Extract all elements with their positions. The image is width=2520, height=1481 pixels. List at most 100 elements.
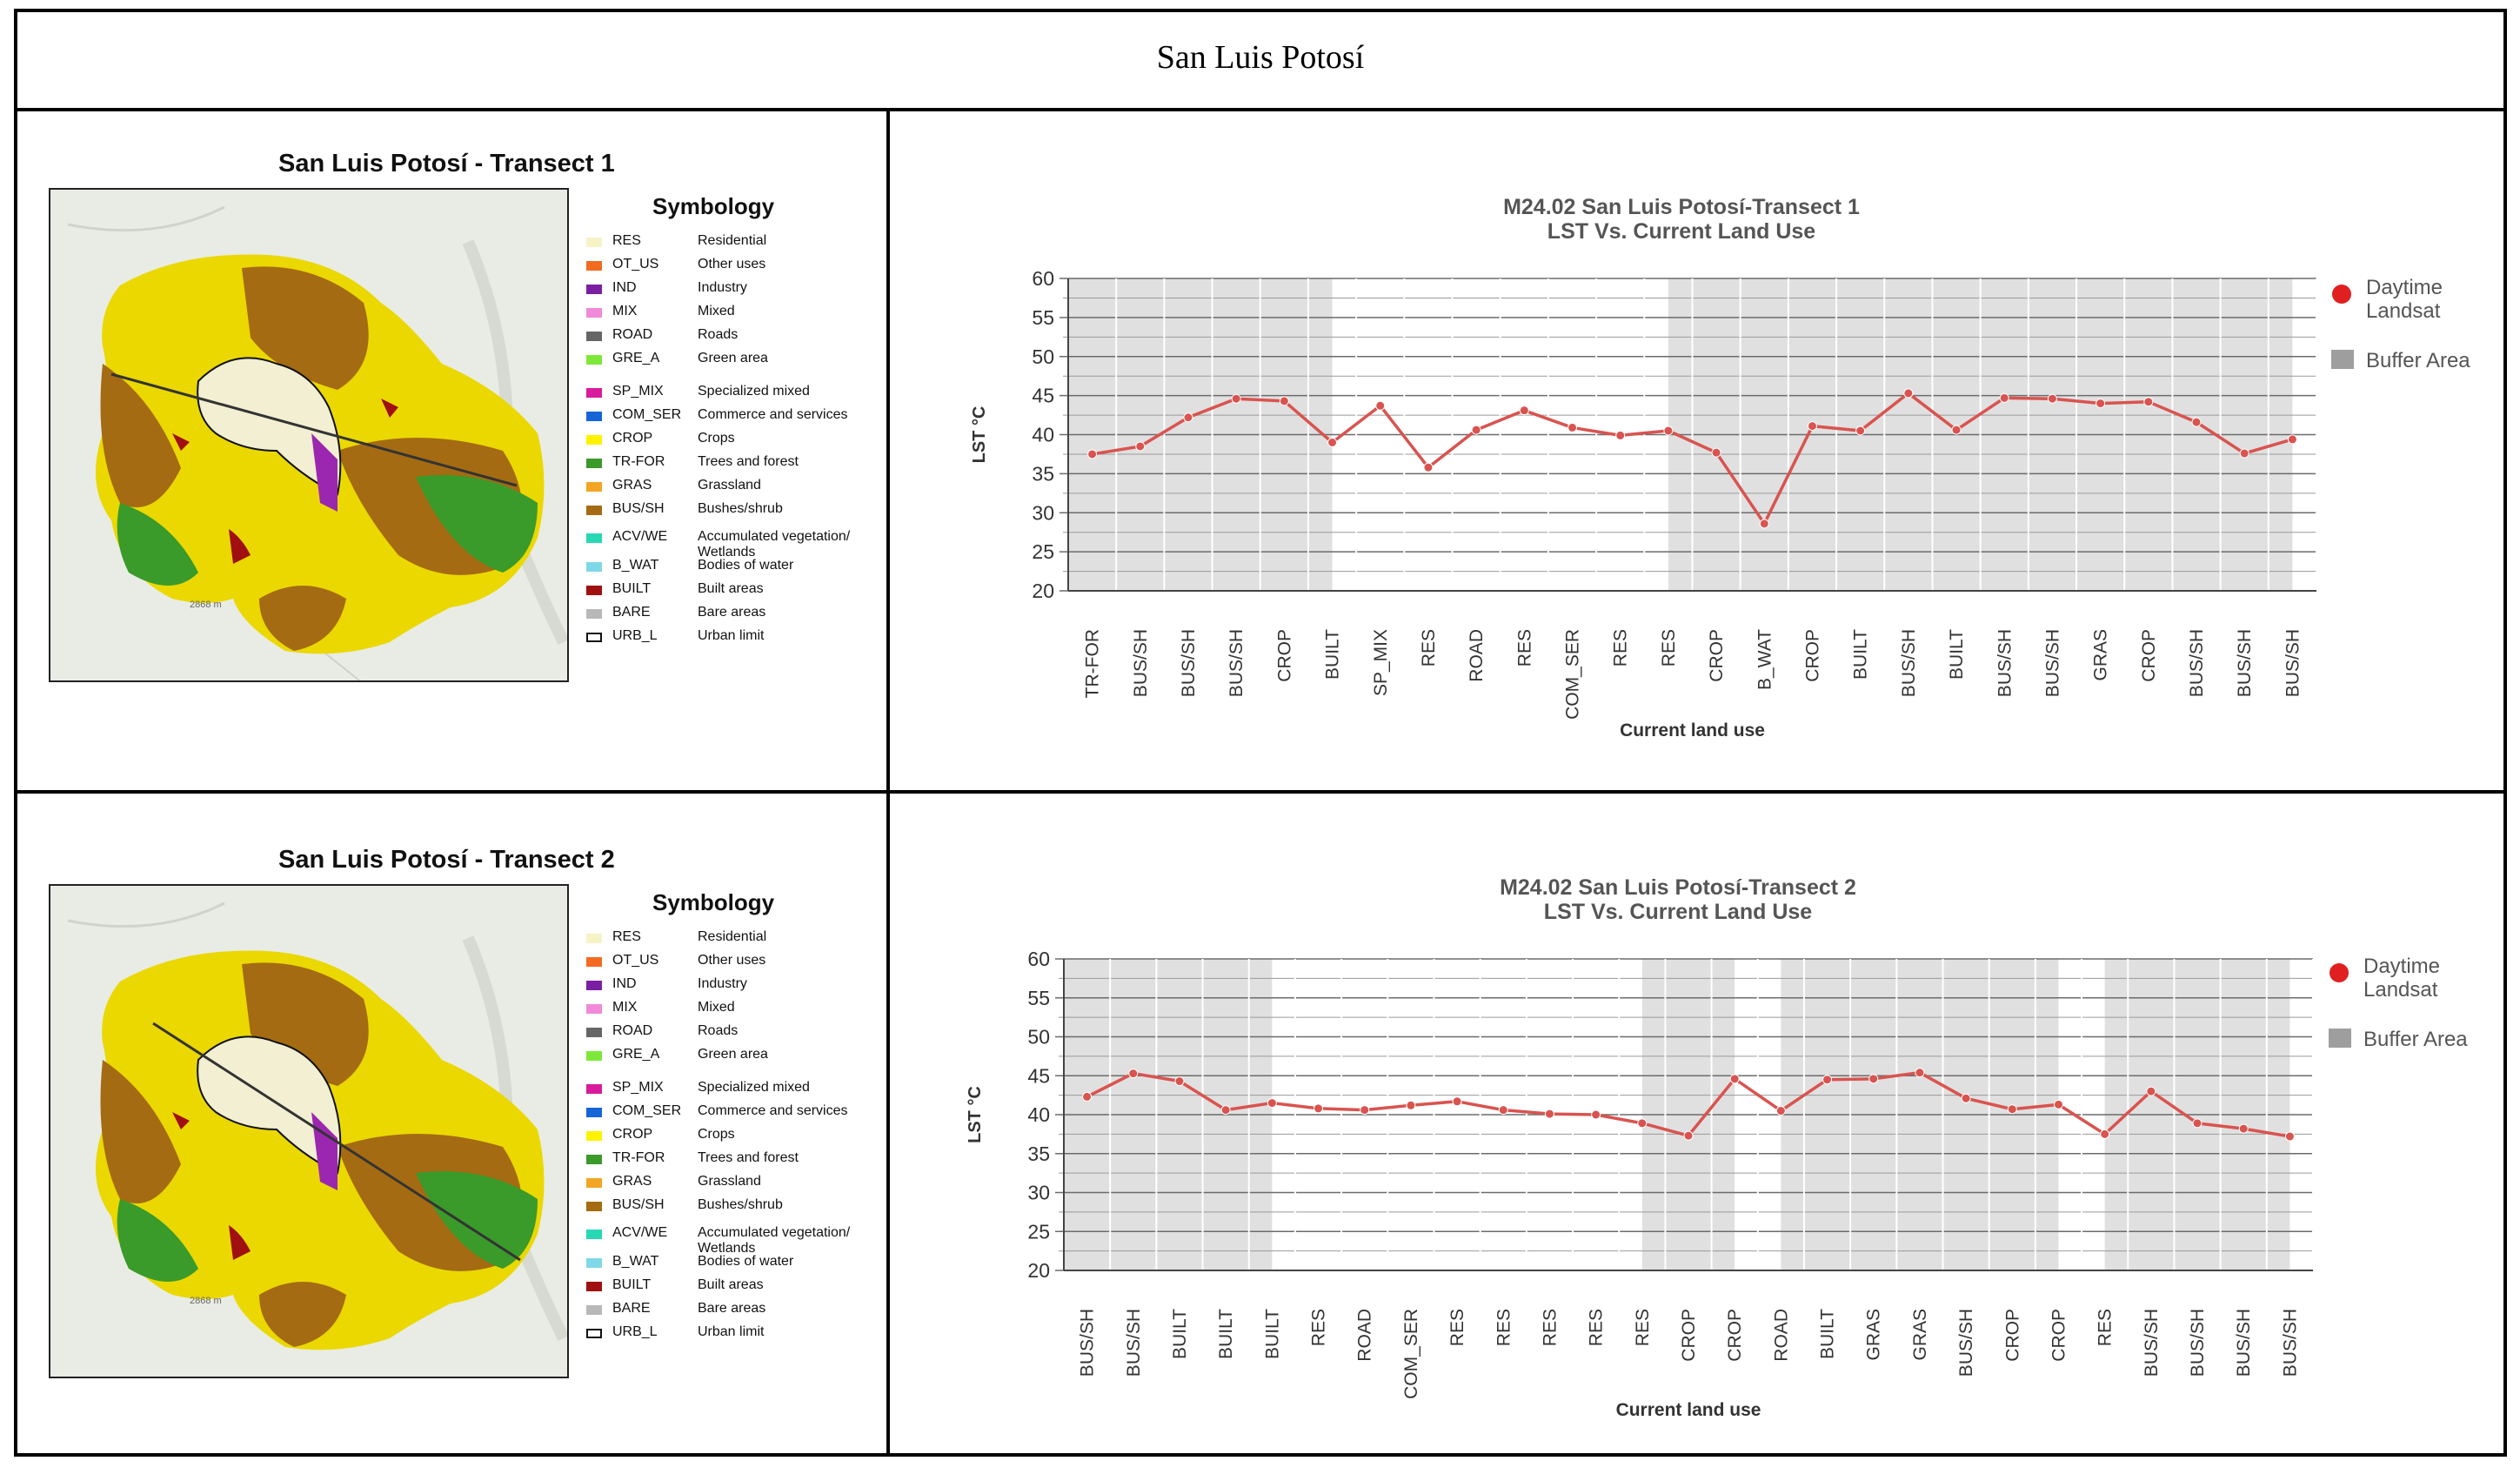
y-tick-label: 45	[1027, 1064, 1050, 1087]
data-point	[1999, 392, 2009, 403]
data-point	[1915, 1068, 1925, 1078]
x-tick-label: BUILT	[1216, 1309, 1236, 1359]
data-point	[1903, 388, 1914, 399]
legend-description-group: Commerce and services	[698, 407, 848, 423]
legend-code: GRAS	[612, 478, 652, 493]
land-use-map[interactable]: 2868 m	[49, 884, 569, 1378]
legend-description: Wetlands	[698, 1241, 756, 1256]
legend-swatch	[586, 1230, 602, 1239]
x-tick-label: RES	[1587, 1309, 1607, 1346]
legend-description: Other uses	[698, 257, 766, 271]
x-tick-label: RES	[1540, 1309, 1560, 1346]
legend-item: GRAS Grassland	[586, 478, 873, 497]
legend-swatch	[586, 355, 602, 365]
x-tick-label: BUS/SH	[1995, 629, 2015, 697]
y-tick-label: 25	[1032, 540, 1054, 563]
data-point	[1855, 426, 1866, 436]
legend-swatch	[586, 957, 602, 967]
legend-description: Accumulated vegetation/	[698, 529, 851, 544]
legend-item: IND Industry	[586, 280, 873, 299]
legend-description: Grassland	[698, 1174, 761, 1189]
legend-swatch	[586, 459, 602, 468]
legend-item: SP_MIX Specialized mixed	[586, 1080, 873, 1099]
map-scale-label: 2868 m	[190, 1296, 222, 1306]
data-point	[2239, 448, 2249, 459]
x-tick-label: RES	[1659, 629, 1679, 667]
x-tick-label: RES	[1494, 1309, 1514, 1346]
symbology-title: Symbology	[652, 889, 775, 915]
data-point	[1663, 426, 1674, 436]
legend-swatch	[586, 435, 602, 445]
legend-item: ROAD Roads	[586, 1023, 873, 1042]
legend-description: Bodies of water	[698, 1254, 794, 1269]
legend-description: Bodies of water	[698, 558, 794, 573]
y-tick-label: 60	[1032, 267, 1054, 290]
y-axis-label: LST °C	[970, 406, 989, 464]
legend-swatch-buffer	[2329, 1029, 2351, 1048]
land-use-map[interactable]: 2868 m	[49, 188, 569, 682]
legend-description-group: Urban limit	[698, 1324, 764, 1340]
legend-item: OT_US Other uses	[586, 953, 873, 972]
x-tick-label: BUS/SH	[1179, 629, 1199, 697]
legend-swatch	[586, 285, 602, 294]
legend-description-group: Bare areas	[698, 1301, 765, 1317]
data-point	[1868, 1074, 1879, 1084]
legend-item: MIX Mixed	[586, 304, 873, 323]
x-tick-label: SP_MIX	[1371, 629, 1391, 696]
data-point	[1683, 1130, 1694, 1141]
legend-code: SP_MIX	[612, 1080, 664, 1095]
legend-code: MIX	[612, 304, 638, 318]
data-point	[1406, 1100, 1416, 1110]
data-point	[1775, 1106, 1786, 1116]
legend-swatch	[586, 1155, 602, 1164]
legend-swatch	[586, 412, 602, 421]
data-point	[1637, 1118, 1648, 1129]
legend-description-group: Green area	[698, 1047, 768, 1062]
legend-item: CROP Crops	[586, 1127, 873, 1146]
x-tick-label: ROAD	[1355, 1309, 1375, 1362]
legend-description-group: Mixed	[698, 1000, 735, 1015]
y-tick-label: 25	[1027, 1220, 1050, 1243]
legend-description: Residential	[698, 233, 767, 248]
legend-code: GRE_A	[612, 1047, 660, 1062]
legend-description-group: Bodies of water	[698, 1254, 793, 1270]
legend-code: IND	[612, 976, 637, 991]
legend-description-group: Commerce and services	[698, 1103, 848, 1119]
data-point	[1267, 1098, 1277, 1109]
legend-description: Urban limit	[698, 1324, 765, 1339]
legend-swatch	[586, 1329, 602, 1338]
legend-swatch	[586, 1028, 602, 1037]
map-graphic: 2868 m	[50, 886, 567, 1377]
page-title: San Luis Potosí	[1156, 39, 1365, 76]
legend-description: Crops	[698, 1127, 735, 1142]
legend-item: BUILT Built areas	[586, 1277, 873, 1297]
x-tick-label: BUS/SH	[2283, 629, 2303, 697]
x-tick-label: BUS/SH	[2235, 629, 2255, 697]
data-point	[2007, 1104, 2017, 1115]
data-point	[1471, 425, 1481, 435]
legend-description-group: Accumulated vegetation/Wetlands	[698, 1225, 850, 1257]
legend-swatch	[586, 609, 602, 619]
x-tick-label: BUS/SH	[2187, 629, 2207, 697]
legend-swatch	[586, 506, 602, 515]
data-point	[1961, 1093, 1971, 1103]
data-point	[1544, 1109, 1554, 1119]
x-tick-label: COM_SER	[1563, 629, 1583, 720]
legend-item: COM_SER Commerce and services	[586, 407, 873, 426]
legend-label: Landsat	[2366, 299, 2441, 323]
legend-description: Wetlands	[698, 545, 756, 560]
data-point	[1183, 412, 1193, 423]
x-tick-label: BUILT	[1947, 629, 1967, 680]
chart-title: M24.02 San Luis Potosí-Transect 2	[1500, 875, 1856, 900]
legend-code: TR-FOR	[612, 454, 665, 469]
legend-description: Specialized mixed	[698, 384, 810, 399]
legend-description: Residential	[698, 929, 767, 944]
data-point	[2287, 434, 2297, 445]
legend-swatch	[586, 1084, 602, 1094]
legend-description-group: Green area	[698, 351, 768, 366]
x-tick-label: RES	[1514, 629, 1534, 667]
x-tick-label: B_WAT	[1755, 629, 1775, 690]
data-point	[1519, 405, 1529, 416]
legend-description: Mixed	[698, 304, 735, 318]
